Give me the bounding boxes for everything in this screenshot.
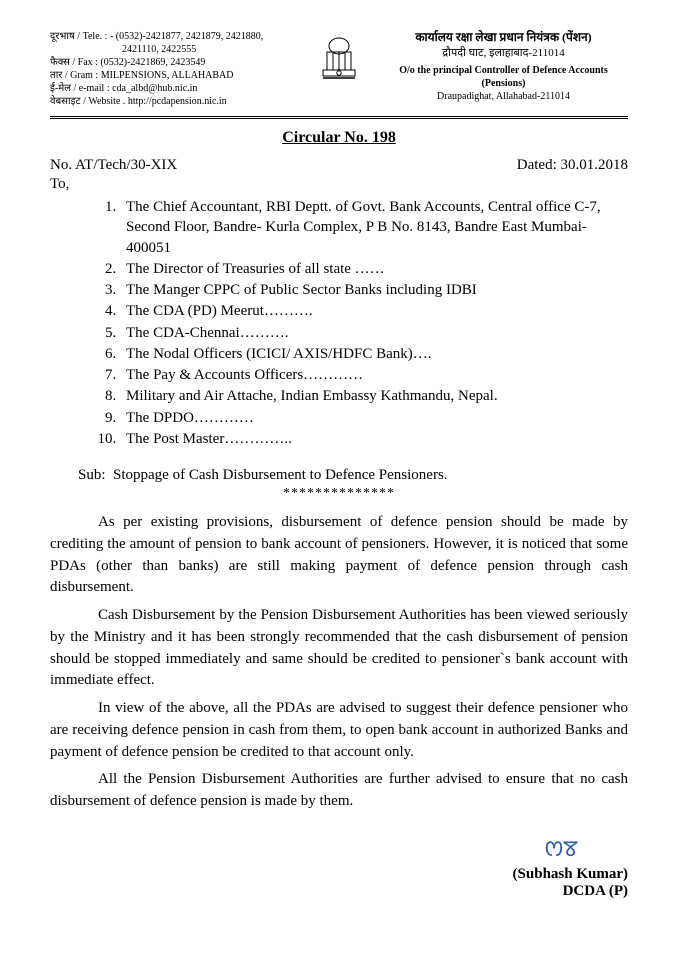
addressee-item: The Pay & Accounts Officers………… — [120, 365, 628, 385]
body-paragraph: Cash Disbursement by the Pension Disburs… — [50, 605, 628, 692]
reference-row: No. AT/Tech/30-XIX Dated: 30.01.2018 — [50, 157, 628, 174]
addressee-item: The Director of Treasuries of all state … — [120, 259, 628, 279]
web-label: वेबसाइट / Website . — [50, 96, 125, 107]
email-val: cda_albd@hub.nic.in — [112, 83, 197, 94]
addressee-item: The Nodal Officers (ICICI/ AXIS/HDFC Ban… — [120, 344, 628, 364]
gram-label: तार / Gram : — [50, 70, 98, 81]
subject-text: Stoppage of Cash Disbursement to Defence… — [113, 467, 448, 483]
tele-label: दूरभाष / Tele. : — [50, 31, 107, 42]
office-address-english: Draupadighat, Allahabad-211014 — [379, 90, 628, 103]
addressee-item: The DPDO………… — [120, 408, 628, 428]
addressee-item: The Chief Accountant, RBI Deptt. of Govt… — [120, 197, 628, 258]
dated: Dated: 30.01.2018 — [517, 157, 628, 174]
signatory-name: (Subhash Kumar) — [50, 866, 628, 883]
fax-nums: (0532)-2421869, 2423549 — [100, 57, 205, 68]
page: दूरभाष / Tele. : - (0532)-2421877, 24218… — [0, 0, 678, 940]
national-emblem-icon — [309, 30, 369, 88]
subject-label: Sub: — [78, 467, 106, 483]
body-paragraph: All the Pension Disbursement Authorities… — [50, 769, 628, 813]
addressee-item: The CDA (PD) Meerut………. — [120, 301, 628, 321]
letterhead: दूरभाष / Tele. : - (0532)-2421877, 24218… — [50, 30, 628, 108]
addressee-item: The CDA-Chennai………. — [120, 323, 628, 343]
subject-line: Sub: Stoppage of Cash Disbursement to De… — [78, 467, 628, 484]
addressee-list: The Chief Accountant, RBI Deptt. of Govt… — [50, 197, 628, 449]
signature-block: ꯁꯕ (Subhash Kumar) DCDA (P) — [50, 833, 628, 900]
circular-title: Circular No. 198 — [50, 129, 628, 147]
fax-label: फैक्स / Fax : — [50, 57, 98, 68]
separator-stars: ************** — [50, 486, 628, 502]
letterhead-left: दूरभाष / Tele. : - (0532)-2421877, 24218… — [50, 30, 299, 108]
office-name-hindi: कार्यालय रक्षा लेखा प्रधान नियंत्रक (पें… — [379, 30, 628, 46]
gram-val: MILPENSIONS, ALLAHABAD — [101, 70, 234, 81]
addressee-item: The Manger CPPC of Public Sector Banks i… — [120, 280, 628, 300]
reference-number: No. AT/Tech/30-XIX — [50, 157, 177, 174]
to-label: To, — [50, 176, 628, 193]
letterhead-right: कार्यालय रक्षा लेखा प्रधान नियंत्रक (पें… — [379, 30, 628, 103]
body-paragraph: As per existing provisions, disbursement… — [50, 512, 628, 599]
email-label: ई-मेल / e-mail : — [50, 83, 110, 94]
addressee-item: The Post Master………….. — [120, 429, 628, 449]
office-name-english: O/o the principal Controller of Defence … — [379, 64, 628, 90]
tele-nums: - (0532)-2421877, 2421879, 2421880, — [110, 31, 263, 42]
body-paragraph: In view of the above, all the PDAs are a… — [50, 698, 628, 763]
office-address-hindi: द्रौपदी घाट, इलाहाबाद-211014 — [379, 46, 628, 60]
addressee-item: Military and Air Attache, Indian Embassy… — [120, 386, 628, 406]
web-val: http://pcdapension.nic.in — [128, 96, 227, 107]
signature-scribble: ꯁꯕ — [50, 833, 628, 864]
signatory-designation: DCDA (P) — [50, 883, 628, 900]
tele-nums2: 2421110, 2422555 — [122, 44, 196, 55]
divider — [50, 116, 628, 119]
